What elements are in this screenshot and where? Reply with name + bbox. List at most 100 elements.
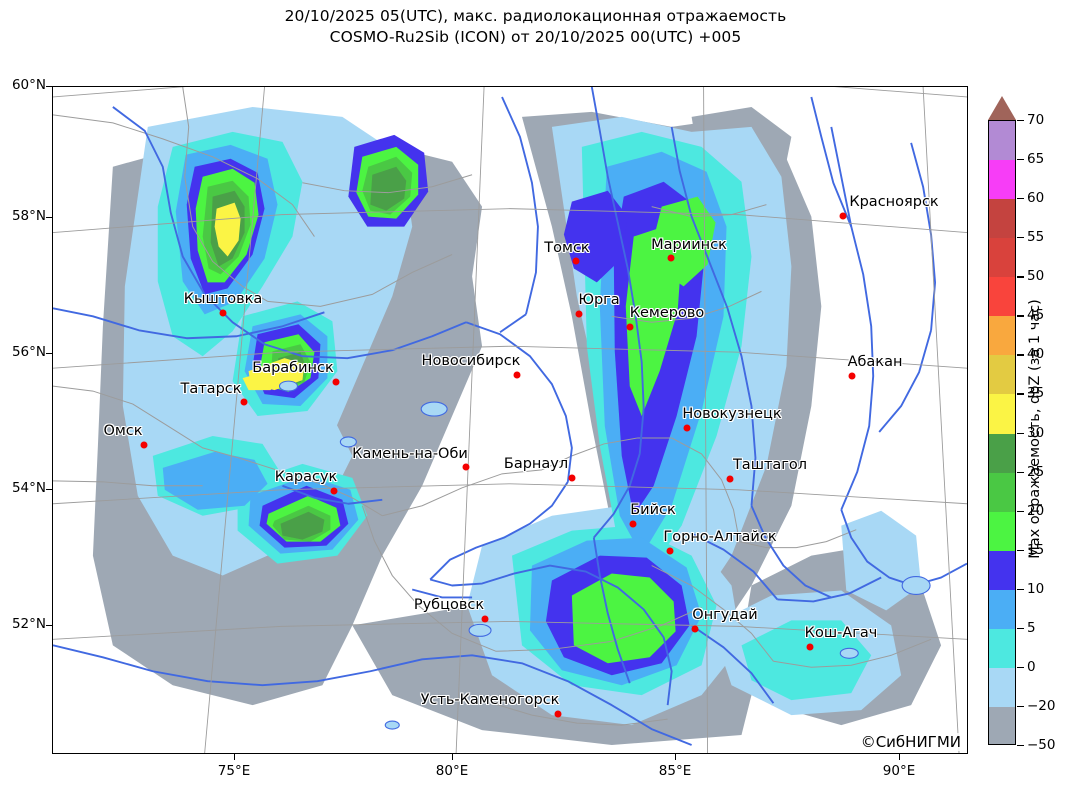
- city-marker-dot[interactable]: [666, 547, 674, 555]
- city-label: Новосибирск: [421, 353, 521, 369]
- colorbar-body: [988, 120, 1016, 745]
- colorbar-segment: [989, 121, 1015, 161]
- city-marker-dot[interactable]: [726, 475, 734, 483]
- radar-map-svg: [53, 87, 967, 753]
- colorbar-tick-mark: [1017, 354, 1024, 356]
- colorbar-tick-label: 30: [1027, 424, 1045, 441]
- city-marker-dot[interactable]: [513, 371, 521, 379]
- city-marker-dot[interactable]: [575, 310, 583, 318]
- colorbar-tick-label: 40: [1027, 346, 1045, 363]
- city-marker-dot[interactable]: [140, 441, 148, 449]
- city-label: Камень-на-Оби: [352, 446, 468, 462]
- colorbar-tick-label: 25: [1027, 463, 1045, 480]
- colorbar[interactable]: 70 65 60 55 50 45 40 35 30 25 20 15 10 5 0 −20 −50 Max о…: [988, 96, 1071, 756]
- city-marker-dot[interactable]: [667, 254, 675, 262]
- colorbar-tick-label: 35: [1027, 385, 1045, 402]
- city-label: Усть-Каменогорск: [420, 692, 560, 708]
- city-label: Омск: [103, 423, 143, 439]
- city-label: Юрга: [578, 292, 620, 308]
- colorbar-tick-mark: [1017, 549, 1024, 551]
- colorbar-segment: [989, 550, 1015, 590]
- colorbar-segment: [989, 472, 1015, 512]
- colorbar-tick-mark: [1017, 120, 1024, 122]
- lakes: [278, 380, 931, 730]
- colorbar-tick-mark: [1017, 198, 1024, 200]
- colorbar-segment: [989, 394, 1015, 434]
- colorbar-tick-label: 60: [1027, 190, 1045, 207]
- colorbar-tick-mark: [1017, 745, 1024, 747]
- colorbar-tick-label: 20: [1027, 502, 1045, 519]
- x-axis-tick-label: 90°E: [882, 763, 916, 779]
- colorbar-tick-mark: [1017, 705, 1024, 708]
- x-axis-tick-label: 80°E: [435, 763, 469, 779]
- graticule: [53, 87, 967, 753]
- colorbar-tick-mark: [1017, 159, 1024, 161]
- city-marker-dot[interactable]: [806, 643, 814, 651]
- city-marker-dot[interactable]: [332, 378, 340, 386]
- colorbar-segment: [989, 667, 1015, 707]
- colorbar-tick-mark: [1017, 666, 1024, 669]
- colorbar-tick-label: 70: [1027, 112, 1045, 128]
- city-marker-dot[interactable]: [572, 257, 580, 265]
- city-marker-dot[interactable]: [462, 463, 470, 471]
- colorbar-tick-mark: [1017, 627, 1024, 630]
- copyright-watermark: ©СибНИГМИ: [858, 733, 963, 751]
- colorbar-axis-title: Max отражаемость, dbZ (за 1 час): [1027, 299, 1043, 559]
- map-plot-area[interactable]: Кыштовка Барабинск Татарск Омск Карасук Камен…: [52, 86, 968, 754]
- x-axis-tick-label: 85°E: [658, 763, 692, 779]
- city-marker-dot[interactable]: [568, 474, 576, 482]
- x-axis-tick-label: 75°E: [217, 763, 251, 779]
- city-label: Кыштовка: [183, 291, 263, 307]
- colorbar-tick-label: 0: [1027, 658, 1036, 675]
- city-marker-dot[interactable]: [629, 520, 637, 528]
- city-marker-dot[interactable]: [330, 487, 338, 495]
- colorbar-tick-mark: [1017, 315, 1024, 317]
- city-marker-dot[interactable]: [481, 615, 489, 623]
- colorbar-over-arrow: [988, 96, 1016, 120]
- colorbar-segment: [989, 706, 1015, 744]
- colorbar-segment: [989, 589, 1015, 629]
- city-label: Мариинск: [651, 237, 727, 253]
- city-label: Кемерово: [629, 305, 705, 321]
- city-label: Таштагол: [732, 457, 808, 473]
- y-axis-tick-mark: [46, 625, 52, 626]
- colorbar-segment: [989, 628, 1015, 668]
- colorbar-tick-label: 5: [1027, 619, 1036, 636]
- colorbar-segment: [989, 199, 1015, 239]
- city-label: Красноярск: [849, 194, 939, 210]
- city-marker-dot[interactable]: [219, 309, 227, 317]
- city-label: Абакан: [847, 354, 903, 370]
- colorbar-segment: [989, 355, 1015, 395]
- colorbar-segment: [989, 160, 1015, 200]
- x-axis-tick-mark: [234, 754, 235, 760]
- admin-borders: [53, 87, 932, 726]
- x-axis-tick-mark: [452, 754, 453, 760]
- city-label: Томск: [544, 240, 590, 256]
- city-marker-dot[interactable]: [626, 323, 634, 331]
- city-marker-dot[interactable]: [691, 625, 699, 633]
- city-marker-dot[interactable]: [839, 212, 847, 220]
- y-axis-tick-mark: [46, 353, 52, 354]
- city-label: Новокузнецк: [682, 406, 782, 422]
- colorbar-tick-label: 50: [1027, 268, 1045, 285]
- title-line-2: COSMO-Ru2Sib (ICON) от 20/10/2025 00(UTC…: [329, 28, 742, 46]
- y-axis-tick-mark: [46, 217, 52, 218]
- colorbar-tick-label: 45: [1027, 307, 1045, 324]
- colorbar-segment: [989, 277, 1015, 317]
- city-label: Горно-Алтайск: [663, 529, 777, 545]
- colorbar-tick-label: 10: [1027, 580, 1045, 597]
- title-line-1: 20/10/2025 05(UTC), макс. радиолокационн…: [284, 7, 787, 25]
- colorbar-tick-mark: [1017, 471, 1024, 473]
- x-axis-tick-mark: [675, 754, 676, 760]
- city-marker-dot[interactable]: [554, 710, 562, 718]
- city-marker-dot[interactable]: [848, 372, 856, 380]
- city-label: Рубцовск: [413, 597, 485, 613]
- y-axis-tick-label: 52°N: [11, 616, 46, 632]
- city-marker-dot[interactable]: [683, 424, 691, 432]
- colorbar-segment: [989, 511, 1015, 551]
- city-marker-dot[interactable]: [240, 398, 248, 406]
- colorbar-tick-mark: [1017, 510, 1024, 512]
- y-axis-tick-mark: [46, 489, 52, 490]
- colorbar-tick-mark: [1017, 393, 1024, 395]
